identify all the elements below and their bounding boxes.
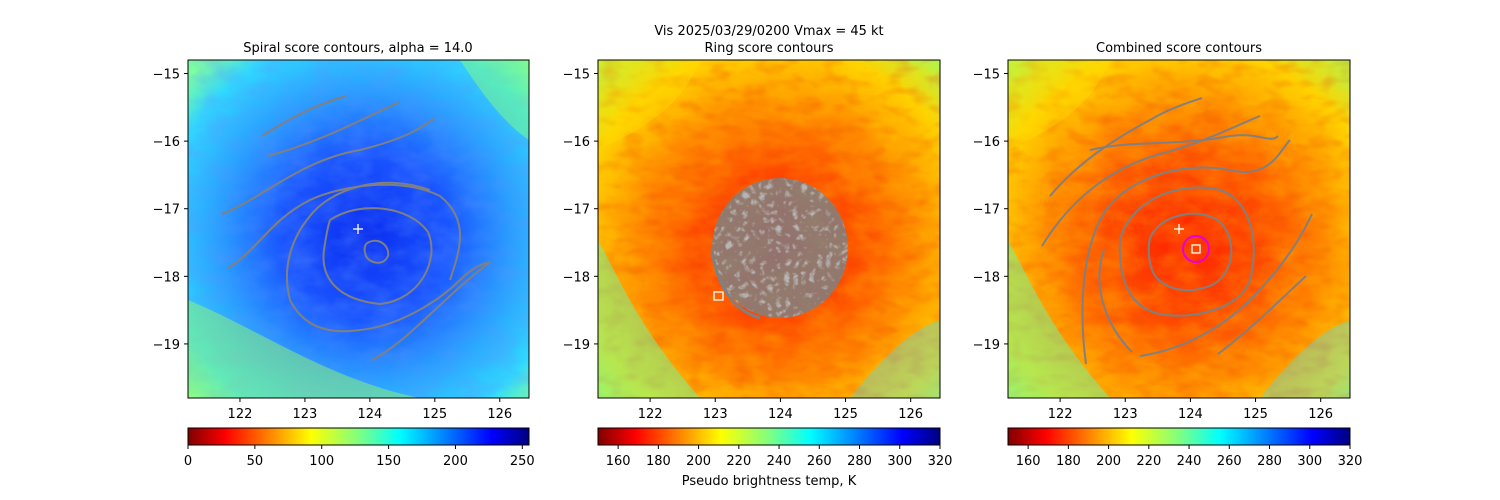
colorbar-tick-label: 180 bbox=[1056, 454, 1081, 469]
spiral-contours bbox=[221, 95, 491, 361]
colorbar-tick-label: 300 bbox=[1297, 454, 1322, 469]
colorbar-tick-label: 260 bbox=[1217, 454, 1242, 469]
y-tick-label: −17 bbox=[153, 203, 180, 218]
panel-combined: Combined score contours bbox=[973, 41, 1363, 469]
colorbar-tick-label: 50 bbox=[247, 454, 264, 469]
y-tick-label: −18 bbox=[973, 270, 1000, 285]
figure-suptitle: Vis 2025/03/29/0200 Vmax = 45 kt bbox=[654, 24, 883, 39]
colorbar-tick-label: 0 bbox=[184, 454, 192, 469]
x-tick-label: 126 bbox=[487, 407, 512, 422]
y-tick-label: −15 bbox=[563, 68, 590, 83]
x-tick-label: 123 bbox=[1113, 407, 1138, 422]
colorbar-tick-label: 180 bbox=[646, 454, 671, 469]
x-tick-label: 122 bbox=[228, 407, 253, 422]
y-tick-label: −16 bbox=[153, 135, 180, 150]
ring-axis-ticks: 122 123 124 125 126 −15 −16 −17 −18 −19 bbox=[563, 68, 924, 422]
x-tick-label: 122 bbox=[1048, 407, 1073, 422]
colorbar-tick-label: 240 bbox=[767, 454, 792, 469]
combined-axis-ticks: 122 123 124 125 126 −15 −16 −17 −18 −19 bbox=[973, 68, 1334, 422]
x-tick-label: 126 bbox=[1308, 407, 1333, 422]
colorbar-tick-label: 260 bbox=[807, 454, 832, 469]
colorbar-tick-label: 300 bbox=[887, 454, 912, 469]
panel-title-ring: Ring score contours bbox=[704, 41, 833, 56]
x-tick-label: 123 bbox=[703, 407, 728, 422]
y-tick-label: −19 bbox=[153, 338, 180, 353]
y-tick-label: −17 bbox=[973, 203, 1000, 218]
y-tick-label: −18 bbox=[563, 270, 590, 285]
panel-title-spiral: Spiral score contours, alpha = 14.0 bbox=[243, 41, 472, 56]
x-tick-label: 124 bbox=[1178, 407, 1203, 422]
combined-colorbar-ticks: 160 180 200 220 240 260 280 300 320 bbox=[1016, 445, 1363, 469]
colorbar-tick-label: 160 bbox=[606, 454, 631, 469]
spiral-marker-plus bbox=[353, 224, 363, 234]
y-tick-label: −16 bbox=[563, 135, 590, 150]
combined-marker-plus bbox=[1174, 224, 1184, 234]
colorbar-label: Pseudo brightness temp, K bbox=[682, 474, 857, 489]
spiral-colorbar-ticks: 0 50 100 150 200 250 bbox=[184, 445, 535, 469]
x-tick-label: 125 bbox=[833, 407, 858, 422]
y-tick-label: −19 bbox=[563, 338, 590, 353]
x-tick-label: 125 bbox=[1243, 407, 1268, 422]
y-tick-label: −17 bbox=[563, 203, 590, 218]
combined-marker-circle bbox=[1182, 235, 1210, 263]
colorbar-tick-label: 100 bbox=[309, 454, 334, 469]
colorbar-tick-label: 200 bbox=[443, 454, 468, 469]
colorbar-tick-label: 240 bbox=[1177, 454, 1202, 469]
x-tick-label: 126 bbox=[898, 407, 923, 422]
combined-colorbar bbox=[1007, 427, 1351, 446]
x-tick-label: 123 bbox=[293, 407, 318, 422]
panel-ring: Ring score contours 122 123 124 125 126 −15 −1… bbox=[563, 41, 953, 489]
colorbar-tick-label: 320 bbox=[1338, 454, 1363, 469]
colorbar-tick-label: 220 bbox=[1136, 454, 1161, 469]
ring-axes-frame bbox=[597, 59, 941, 399]
combined-marker-square bbox=[1191, 244, 1201, 254]
spiral-colorbar bbox=[187, 427, 530, 446]
panel-spiral: Spiral score contours, alpha = 14.0 bbox=[153, 41, 535, 469]
ring-marker-square bbox=[713, 291, 724, 301]
combined-axes-frame bbox=[1007, 59, 1351, 399]
colorbar-tick-label: 280 bbox=[1257, 454, 1282, 469]
x-tick-label: 122 bbox=[638, 407, 663, 422]
panel-title-combined: Combined score contours bbox=[1096, 41, 1262, 56]
y-tick-label: −15 bbox=[153, 68, 180, 83]
spiral-axis-ticks: 122 123 124 125 126 −15 −16 −17 −18 −19 bbox=[153, 68, 513, 422]
y-tick-label: −15 bbox=[973, 68, 1000, 83]
colorbar-tick-label: 150 bbox=[376, 454, 401, 469]
colorbar-tick-label: 200 bbox=[1096, 454, 1121, 469]
spiral-axes-frame bbox=[187, 59, 530, 399]
colorbar-tick-label: 320 bbox=[928, 454, 953, 469]
colorbar-tick-label: 160 bbox=[1016, 454, 1041, 469]
y-tick-label: −19 bbox=[973, 338, 1000, 353]
ring-colorbar-ticks: 160 180 200 220 240 260 280 300 320 bbox=[606, 445, 953, 469]
colorbar-tick-label: 280 bbox=[847, 454, 872, 469]
y-tick-label: −18 bbox=[153, 270, 180, 285]
ring-image bbox=[598, 60, 940, 398]
ring-colorbar bbox=[597, 427, 941, 446]
x-tick-label: 124 bbox=[357, 407, 382, 422]
colorbar-tick-label: 220 bbox=[726, 454, 751, 469]
colorbar-tick-label: 250 bbox=[510, 454, 535, 469]
x-tick-label: 124 bbox=[768, 407, 793, 422]
x-tick-label: 125 bbox=[422, 407, 447, 422]
colorbar-tick-label: 200 bbox=[686, 454, 711, 469]
combined-contours bbox=[1041, 97, 1313, 365]
y-tick-label: −16 bbox=[973, 135, 1000, 150]
